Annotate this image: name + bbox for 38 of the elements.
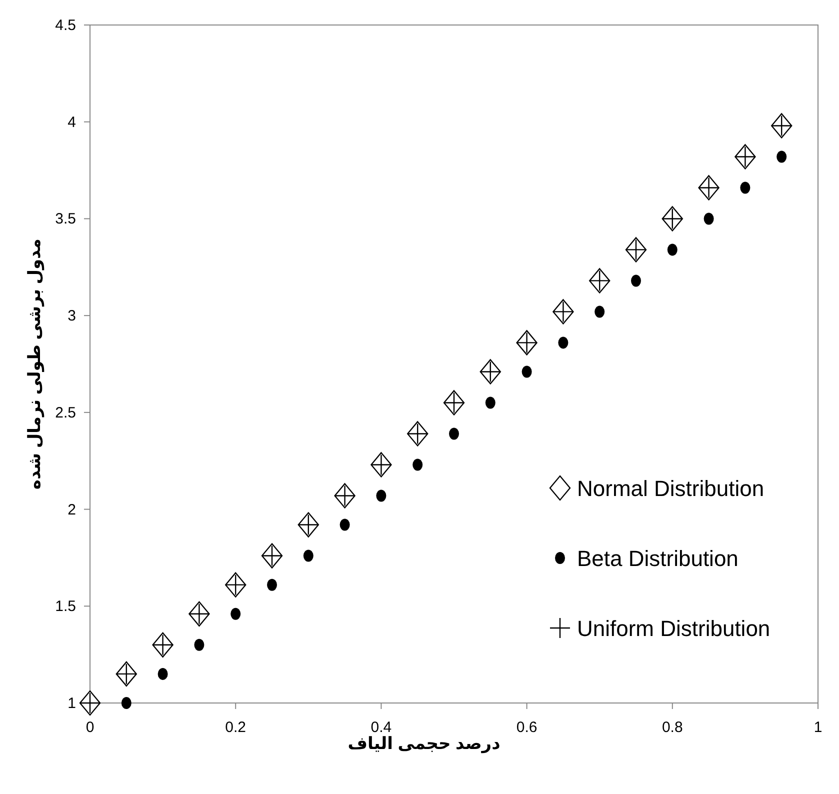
x-tick-label: 0 xyxy=(86,719,94,736)
point xyxy=(449,428,459,440)
y-tick-label: 4 xyxy=(68,114,76,131)
point xyxy=(158,668,168,680)
point xyxy=(522,366,532,378)
point xyxy=(376,490,386,502)
point xyxy=(412,458,423,471)
x-tick-label: 0.8 xyxy=(662,719,683,736)
x-tick-label: 0.6 xyxy=(516,719,538,736)
point xyxy=(267,578,277,591)
x-tick-label: 0.4 xyxy=(370,719,392,736)
legend-label: Uniform Distribution xyxy=(577,616,770,641)
point xyxy=(594,306,605,318)
y-axis-title: مدول برشی طولی نرمال شده xyxy=(25,238,45,490)
point xyxy=(776,150,787,163)
point xyxy=(340,518,350,531)
legend-label: Normal Distribution xyxy=(577,476,764,501)
point xyxy=(667,244,678,256)
point xyxy=(194,638,204,651)
point xyxy=(704,212,714,225)
y-tick-label: 3.5 xyxy=(55,210,76,228)
x-tick-label: 0.2 xyxy=(225,719,246,736)
point xyxy=(485,396,496,409)
legend-label: Beta Distribution xyxy=(577,546,738,571)
point xyxy=(558,336,568,349)
y-tick-label: 2.5 xyxy=(55,404,76,422)
point xyxy=(631,274,641,287)
y-tick-label: 2 xyxy=(68,501,76,518)
point xyxy=(121,697,132,709)
point xyxy=(740,182,750,194)
point xyxy=(303,550,314,562)
y-tick-label: 1.5 xyxy=(55,598,76,616)
y-tick-label: 1 xyxy=(68,695,76,712)
x-tick-label: 1 xyxy=(814,719,822,736)
y-tick-label: 4.5 xyxy=(55,17,76,34)
y-tick-label: 3 xyxy=(68,308,76,325)
x-axis-title: درصد حجمی الیاف xyxy=(348,734,501,754)
point xyxy=(230,608,241,620)
